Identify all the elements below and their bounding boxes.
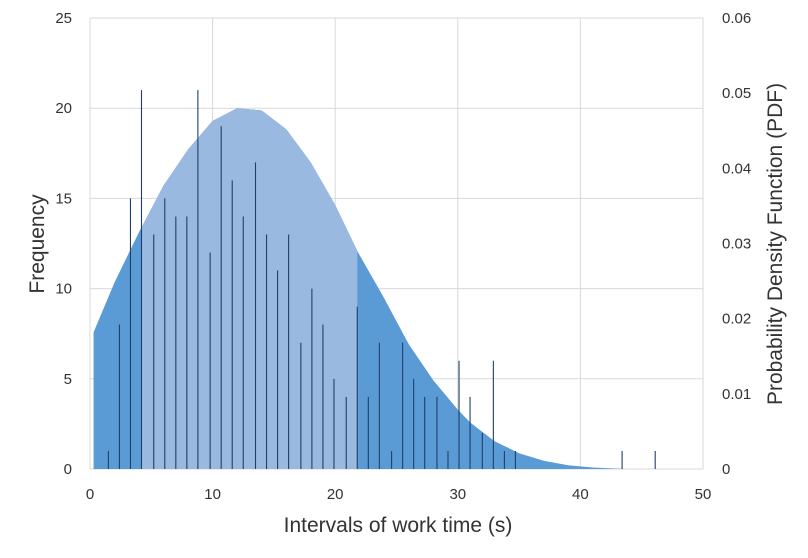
x-tick-label: 0 (86, 486, 94, 503)
y-tick-label: 25 (55, 10, 72, 27)
y2-tick-label: 0.06 (722, 10, 751, 27)
y2-tick-label: 0.02 (722, 311, 751, 328)
pdf-area-light (141, 108, 358, 469)
x-tick-label: 30 (449, 486, 466, 503)
pdf-area (93, 108, 626, 469)
x-tick-label: 40 (572, 486, 589, 503)
x-tick-label: 50 (695, 486, 712, 503)
y2-axis-title: Probability Density Function (PDF) (764, 83, 787, 405)
x-tick-label: 20 (327, 486, 344, 503)
y2-tick-label: 0.01 (722, 386, 751, 403)
y-tick-label: 5 (64, 371, 72, 388)
y2-tick-label: 0 (722, 461, 730, 478)
y-tick-label: 20 (55, 100, 72, 117)
y2-tick-label: 0.04 (722, 160, 751, 177)
x-axis-title: Intervals of work time (s) (284, 514, 513, 537)
y2-tick-label: 0.03 (722, 236, 751, 253)
y-tick-label: 15 (55, 190, 72, 207)
frequency-bars (107, 90, 656, 469)
x-tick-label: 10 (204, 486, 221, 503)
tick-labels: 0 10 20 30 40 50 0 5 10 15 20 25 0 0.01 0.02 0.03 0.04 0.… (55, 10, 751, 503)
y2-tick-label: 0.05 (722, 85, 751, 102)
y-axis-title: Frequency (26, 194, 49, 294)
y-tick-label: 0 (64, 461, 72, 478)
y-tick-label: 10 (55, 281, 72, 298)
